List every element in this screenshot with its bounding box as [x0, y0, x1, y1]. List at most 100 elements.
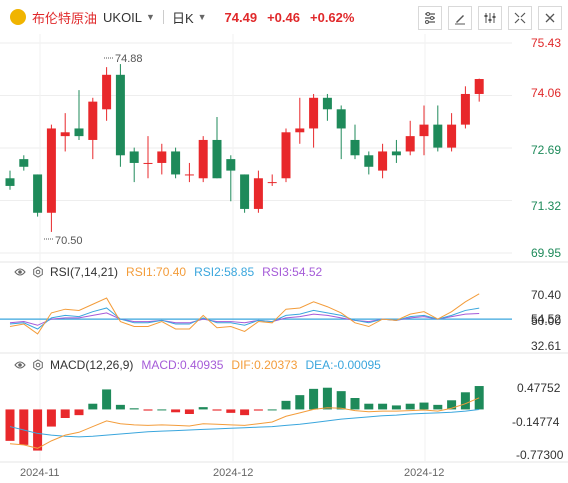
candle-body [143, 162, 153, 164]
macd-value: MACD:0.40935 [141, 358, 224, 372]
rsi-axis-label: 50.00 [531, 314, 561, 328]
candle-body [74, 128, 84, 137]
macd-axis-label: 0.47752 [517, 381, 561, 395]
macd-bar [405, 403, 415, 410]
dea-line [9, 408, 480, 438]
rsi-axis-label: 32.61 [531, 339, 561, 353]
candle-body [405, 136, 415, 152]
high-annotation: 74.88 [115, 53, 143, 65]
chart-header: 布伦特原油 UKOIL ▼ 日K ▼ 74.49 +0.46 +0.62% [0, 0, 568, 34]
gear-icon[interactable] [32, 359, 44, 371]
candle-body [129, 151, 139, 163]
candle-body [419, 124, 429, 137]
macd-bar [474, 386, 484, 410]
macd-bar [129, 408, 139, 410]
candle-body [391, 151, 401, 156]
rsi-title: RSI(7,14,21) [50, 265, 119, 279]
candle-body [364, 155, 374, 167]
macd-bar [253, 409, 263, 411]
macd-bar [364, 403, 374, 410]
candle-body [157, 151, 167, 163]
rsi3-value: RSI3:54.52 [262, 265, 323, 279]
candle-body [115, 74, 125, 156]
period-selector[interactable]: 日K [171, 10, 194, 26]
period-chevron-down-icon[interactable]: ▼ [197, 12, 207, 22]
macd-bar [378, 403, 388, 410]
macd-bar [171, 409, 181, 413]
candle-body [212, 139, 222, 179]
price-change: +0.46 [267, 9, 300, 25]
price-axis-label: 74.06 [531, 86, 561, 100]
candle-body [336, 109, 346, 129]
macd-axis-label: -0.77300 [516, 448, 564, 462]
draw-pen-icon[interactable] [448, 6, 472, 30]
fullscreen-icon[interactable] [508, 6, 532, 30]
close-icon[interactable] [538, 6, 562, 30]
chevron-down-icon[interactable]: ▼ [146, 12, 155, 22]
rsi-legend: RSI(7,14,21) RSI1:70.40 RSI2:58.85 RSI3:… [0, 262, 330, 282]
candle-body [460, 93, 470, 125]
macd-bar [322, 387, 332, 410]
candle-body [19, 159, 29, 167]
dif-line [9, 397, 480, 449]
macd-bar [60, 409, 70, 418]
macd-bar [336, 391, 346, 410]
date-label: 2024-12 [213, 467, 253, 479]
macd-title: MACD(12,26,9) [50, 358, 134, 372]
rsi-axis-label: 70.40 [531, 288, 561, 302]
macd-bar [212, 409, 222, 411]
macd-legend: MACD(12,26,9) MACD:0.40935 DIF:0.20373 D… [0, 355, 389, 375]
rsi-axis-label: 54.52 [531, 312, 561, 326]
macd-bar [184, 409, 194, 414]
macd-bar [143, 409, 153, 411]
macd-bar [115, 404, 125, 410]
candle-body [309, 97, 319, 129]
macd-bar [281, 400, 291, 410]
macd-bar [198, 407, 208, 410]
low-annotation: 70.50 [55, 235, 83, 247]
macd-bar [350, 398, 360, 410]
price-axis-label: 72.69 [531, 143, 561, 157]
macd-bar [102, 389, 112, 410]
rsi1-line [9, 293, 480, 335]
price-axis-label: 71.32 [531, 199, 561, 213]
candle-body [240, 174, 250, 209]
macd-bar [433, 404, 443, 410]
macd-bar [157, 409, 167, 411]
macd-bars [5, 386, 484, 451]
gear-icon[interactable] [32, 266, 44, 278]
eye-icon[interactable] [14, 359, 26, 371]
candle-body [447, 124, 457, 148]
candle-body [378, 151, 388, 171]
macd-bar [309, 388, 319, 410]
indicator-icon[interactable] [418, 6, 442, 30]
candle-body [33, 174, 43, 213]
candle-body [226, 159, 236, 171]
macd-bar [33, 409, 43, 451]
instrument-name: 布伦特原油 [32, 10, 98, 26]
macd-bar [226, 409, 236, 413]
instrument-code[interactable]: UKOIL [103, 9, 143, 25]
candle-body [253, 178, 263, 209]
price-axis-label: 69.95 [531, 246, 561, 260]
candle-body [5, 178, 15, 186]
eye-icon[interactable] [14, 266, 26, 278]
macd-lines [9, 397, 480, 449]
divider [162, 10, 164, 24]
rsi2-value: RSI2:58.85 [194, 265, 255, 279]
macd-bar [267, 409, 277, 411]
dif-value: DIF:0.20373 [231, 358, 298, 372]
candle-body [88, 101, 98, 140]
candle-body [102, 74, 112, 110]
candle-body [281, 132, 291, 179]
settings-sliders-icon[interactable] [478, 6, 502, 30]
rsi1-value: RSI1:70.40 [126, 265, 187, 279]
gold-coin-icon [10, 9, 26, 25]
macd-bar [240, 409, 250, 416]
price-axis-label: 75.43 [531, 36, 561, 50]
candle-body [267, 182, 277, 184]
macd-bar [88, 403, 98, 410]
macd-bar [74, 409, 84, 416]
macd-bar [19, 409, 29, 445]
